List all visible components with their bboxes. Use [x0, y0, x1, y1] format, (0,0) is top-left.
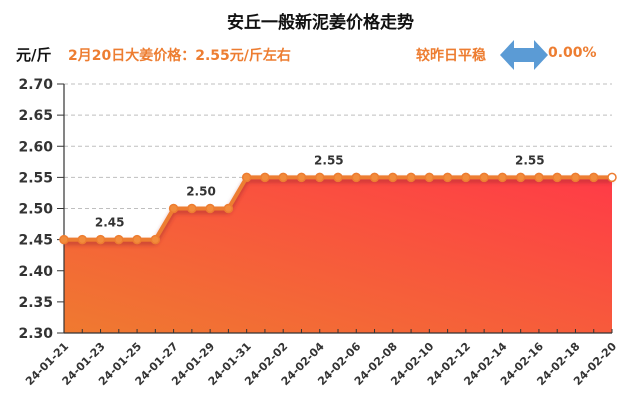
- y-tick-label: 2.35: [18, 295, 53, 311]
- data-label: 2.50: [186, 185, 216, 199]
- chart-title: 安丘一般新泥姜价格走势: [227, 13, 414, 33]
- double-arrow-icon: [500, 40, 548, 74]
- y-tick-label: 2.70: [18, 77, 53, 93]
- price-info: 2月20日大姜价格：2.55元/斤左右: [68, 48, 291, 64]
- data-point: [479, 172, 489, 183]
- data-point: [424, 172, 435, 183]
- data-point: [406, 172, 416, 183]
- data-point: [278, 172, 288, 183]
- data-labels: 2.45 2.50 2.55 2.55: [95, 153, 545, 229]
- data-point: [388, 172, 398, 183]
- change-percent: 0.00%: [548, 45, 597, 61]
- data-point: [588, 172, 599, 183]
- y-tick-label: 2.40: [18, 264, 53, 280]
- y-axis-unit: 元/斤: [16, 46, 52, 64]
- data-point: [77, 234, 88, 245]
- data-label: 2.55: [314, 153, 344, 167]
- data-point: [461, 172, 471, 183]
- data-point: [59, 234, 69, 245]
- data-point: [132, 234, 142, 245]
- data-point: [607, 172, 617, 183]
- y-tick-label: 2.45: [18, 233, 53, 249]
- data-point: [114, 234, 124, 245]
- data-point: [187, 203, 197, 214]
- data-point: [168, 203, 179, 214]
- compare-label: 较昨日平稳: [416, 48, 486, 64]
- data-point: [333, 172, 343, 183]
- y-tick-label: 2.30: [18, 326, 53, 342]
- data-point: [534, 172, 544, 183]
- data-point: [296, 172, 307, 183]
- data-point: [150, 234, 161, 245]
- data-label: 2.55: [515, 153, 545, 167]
- data-point: [570, 172, 581, 183]
- data-point: [260, 172, 270, 183]
- data-point: [314, 172, 325, 183]
- y-tick-label: 2.50: [18, 202, 53, 218]
- data-point: [351, 172, 362, 183]
- area-fill: [64, 177, 612, 333]
- data-point: [442, 172, 453, 183]
- data-point: [95, 234, 106, 245]
- y-tick-label: 2.65: [18, 108, 53, 124]
- data-point: [552, 172, 562, 183]
- data-point: [515, 172, 526, 183]
- data-point: [369, 172, 380, 183]
- data-point: [497, 172, 508, 183]
- y-tick-label: 2.60: [18, 139, 53, 155]
- data-points: [59, 172, 617, 245]
- data-point: [205, 203, 215, 214]
- data-point: [241, 172, 252, 183]
- data-point: [223, 203, 234, 214]
- data-label: 2.45: [95, 216, 125, 230]
- y-tick-label: 2.55: [18, 170, 53, 186]
